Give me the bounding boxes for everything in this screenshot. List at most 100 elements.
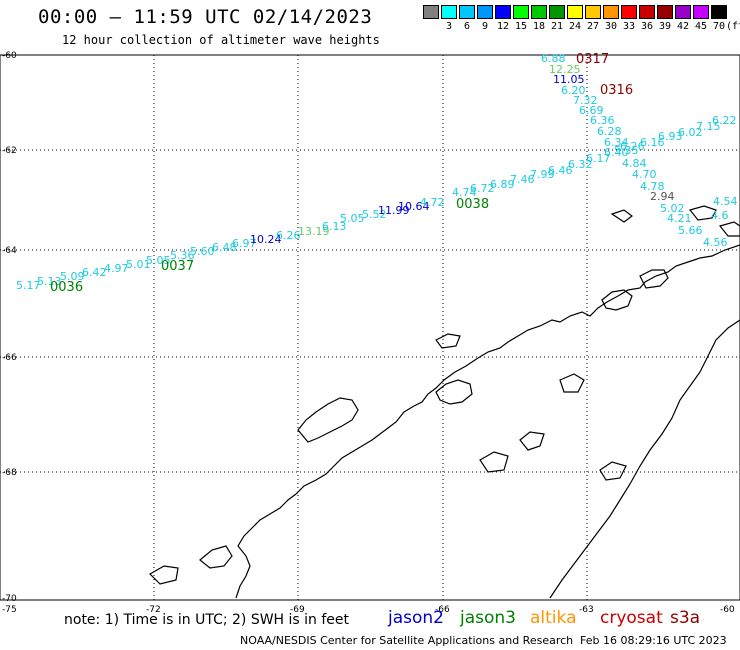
wave-height-label: 5.09 (60, 270, 85, 283)
legend-swatch (603, 5, 619, 19)
wave-height-label: 5.66 (678, 224, 703, 237)
legend-swatch (495, 5, 511, 19)
wave-height-label: 6.97 (232, 237, 257, 250)
lat-label: -64 (2, 246, 17, 256)
wave-height-label: 6.28 (597, 125, 622, 138)
wave-height-label: 5.05 (340, 212, 365, 225)
legend-label: 3 (445, 21, 453, 32)
wave-height-label: 6.46 (548, 164, 573, 177)
legend-label: 18 (532, 21, 546, 32)
legend-swatch (459, 5, 475, 19)
satellite-name: cryosat (600, 608, 663, 628)
wave-height-label: 6.42 (82, 266, 107, 279)
track-time-labels: 0036 0037 0038 0317 0316 (50, 52, 633, 295)
wave-height-label: 4.54 (713, 195, 738, 208)
satellite-name: jason3 (460, 608, 516, 628)
lat-label: -62 (2, 146, 17, 156)
lon-label: -72 (146, 605, 161, 615)
wave-height-label: 5.17 (16, 279, 41, 292)
map-frame (0, 54, 740, 601)
legend-label: 45 (694, 21, 708, 32)
legend-swatch (711, 5, 727, 19)
map-title: 00:00 – 11:59 UTC 02/14/2023 (38, 6, 373, 28)
wave-height-label: 6.88 (541, 52, 566, 65)
wave-height-label: 6.89 (490, 178, 515, 191)
footer-note: note: 1) Time is in UTC; 2) SWH is in fe… (64, 612, 350, 628)
legend-swatch (441, 5, 457, 19)
lon-label: -60 (720, 605, 735, 615)
legend-swatch (531, 5, 547, 19)
wave-height-label: 5.13 (37, 275, 62, 288)
track-time-label: 0316 (600, 83, 633, 98)
legend-label: 30 (604, 21, 618, 32)
wave-height-label: 2.94 (650, 190, 675, 203)
wave-height-label: 6.32 (568, 158, 593, 171)
lon-label: -75 (2, 605, 17, 615)
satellite-name: altika (530, 608, 577, 628)
legend-swatch (513, 5, 529, 19)
legend-label: 9 (481, 21, 489, 32)
wave-height-label: 6.69 (579, 104, 604, 117)
legend-label: 12 (496, 21, 510, 32)
legend-swatch (585, 5, 601, 19)
legend-swatch (675, 5, 691, 19)
wave-height-label: 4.84 (622, 157, 647, 170)
wave-height-label: 4.6 (711, 209, 729, 222)
legend-label: 24 (568, 21, 582, 32)
wave-height-label: 5.52 (362, 208, 387, 221)
wave-height-label: 6.26 (276, 229, 301, 242)
wave-height-label: 5.05 (146, 254, 171, 267)
wave-height-label: 6.02 (678, 126, 703, 139)
wave-height-label: 7.46 (510, 173, 535, 186)
wave-height-label: 11.99 (378, 204, 410, 217)
wave-height-label: 6.22 (712, 114, 737, 127)
wave-height-labels: 5.175.135.096.424.975.015.05 5.365.606.48… (16, 52, 738, 292)
legend-swatch (639, 5, 655, 19)
wave-height-label: 6.40 (604, 146, 629, 159)
wave-height-label: 10.64 (398, 200, 430, 213)
wave-height-label: 12.25 (549, 63, 581, 76)
wave-height-label: 4.78 (640, 180, 665, 193)
legend-swatch (657, 5, 673, 19)
lat-lon-grid: -60 -62 -64 -66 -68 -70-75 -72 -69 -66 -63 -60 (0, 51, 740, 615)
legend-unit: (ft) (725, 21, 740, 32)
wave-height-label: 4.56 (703, 236, 728, 249)
legend-swatch (693, 5, 709, 19)
lon-label: -66 (435, 605, 450, 615)
legend-swatch (477, 5, 493, 19)
wave-height-label: 7.99 (530, 168, 555, 181)
legend-label: 36 (640, 21, 654, 32)
wave-height-label: 5.60 (190, 245, 215, 258)
lat-label: -66 (2, 353, 17, 363)
credit-line: NOAA/NESDIS Center for Satellite Applica… (240, 634, 574, 647)
legend-swatch (567, 5, 583, 19)
satellite-name: jason2 (388, 608, 444, 628)
legend-label: 33 (622, 21, 636, 32)
antarctic-peninsula-coastline (149, 205, 740, 599)
wave-height-label: 4.97 (104, 262, 129, 275)
wave-height-label: 5.02 (660, 202, 685, 215)
wave-height-label: 11.05 (553, 73, 585, 86)
wave-height-label: 6.34 (604, 136, 629, 149)
wave-height-label: 10.24 (250, 233, 282, 246)
lat-label: -70 (2, 594, 17, 604)
lat-label: -60 (2, 51, 17, 61)
wave-height-label: 6.20 (561, 84, 586, 97)
timestamp: Feb 16 08:29:16 UTC 2023 (580, 634, 727, 647)
legend-label: 21 (550, 21, 564, 32)
wave-height-label: 6.48 (212, 241, 237, 254)
wave-height-label: 6.72 (470, 182, 495, 195)
legend-label: 15 (514, 21, 528, 32)
wave-height-label: 4.21 (667, 212, 692, 225)
wave-height-label: 4.74 (452, 186, 477, 199)
wave-height-label: 6.17 (586, 152, 611, 165)
wave-height-label: 5.01 (126, 258, 151, 271)
wave-height-label: 6.36 (590, 114, 615, 127)
legend-swatch (621, 5, 637, 19)
legend-label: 42 (676, 21, 690, 32)
wave-height-label: 13.19 (298, 225, 330, 238)
track-time-label: 0036 (50, 280, 83, 295)
wave-height-label: 6.16 (640, 136, 665, 149)
legend-swatch (423, 5, 439, 19)
